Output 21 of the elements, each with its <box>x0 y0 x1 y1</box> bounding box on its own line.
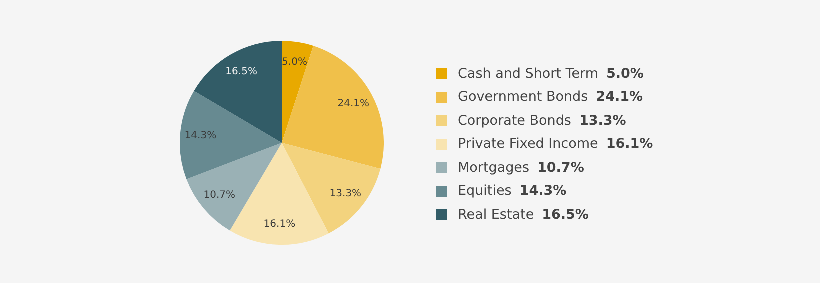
legend-label: Corporate Bonds <box>458 112 572 129</box>
legend-label: Government Bonds <box>458 89 588 106</box>
legend-label: Equities <box>458 183 512 200</box>
data-label: 16.5% <box>226 66 258 78</box>
data-label: 5.0% <box>282 57 308 68</box>
data-label: 13.3% <box>330 188 362 200</box>
text: 13.3% <box>579 112 626 129</box>
legend-label: Private Fixed Income <box>458 136 598 152</box>
data-label: 10.7% <box>204 190 236 202</box>
legend-label: Real Estate <box>458 206 534 223</box>
text: 24.1% <box>596 89 644 106</box>
text: 10.7% <box>538 160 584 176</box>
legend-label: Cash and Short Term <box>458 66 599 82</box>
text: 16.1% <box>606 136 654 152</box>
text: 5.0% <box>606 66 644 82</box>
data-label: 16.1% <box>264 219 296 230</box>
text: 16.5% <box>542 206 589 223</box>
legend-label: Mortgages <box>458 160 530 176</box>
text: 14.3% <box>520 183 567 200</box>
data-label: 14.3% <box>184 130 217 142</box>
data-label: 24.1% <box>338 98 370 110</box>
